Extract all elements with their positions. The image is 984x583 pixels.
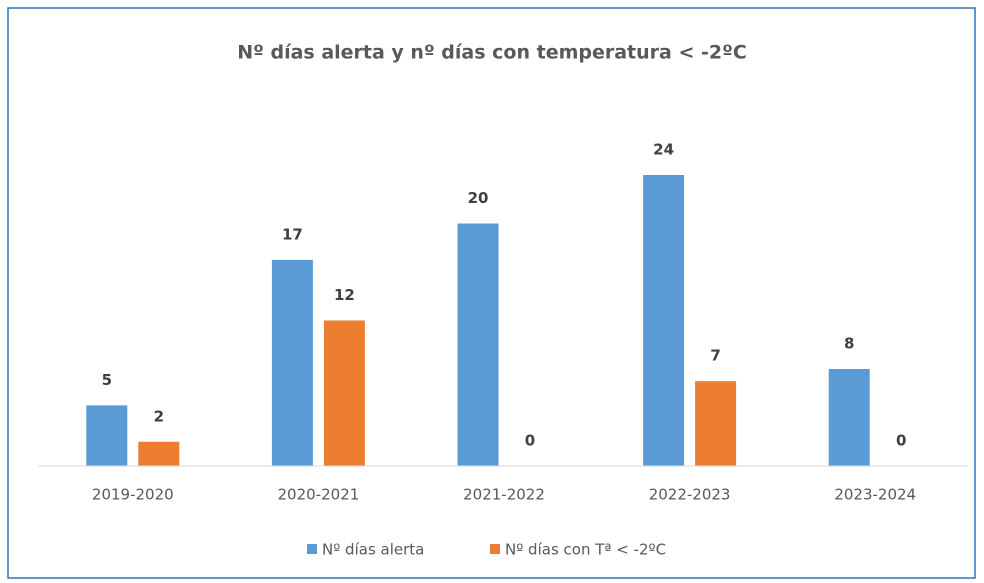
bar — [86, 405, 128, 466]
data-label: 7 — [710, 347, 720, 365]
x-tick-label: 2021-2022 — [463, 486, 545, 504]
x-tick-label: 2023-2024 — [834, 486, 916, 504]
legend-swatch — [307, 544, 317, 554]
data-label: 20 — [468, 189, 489, 207]
legend-label: Nº días con Tª < -2ºC — [505, 541, 666, 559]
bar — [828, 369, 870, 466]
data-label: 0 — [525, 432, 535, 450]
data-label: 5 — [102, 371, 112, 389]
data-label: 17 — [282, 225, 303, 243]
data-label: 2 — [154, 407, 164, 425]
data-label: 12 — [334, 286, 355, 304]
bar — [323, 320, 365, 466]
data-label: 8 — [844, 335, 854, 353]
bar — [138, 441, 180, 466]
x-tick-label: 2019-2020 — [92, 486, 174, 504]
data-label: 24 — [653, 141, 674, 159]
x-tick-label: 2022-2023 — [649, 486, 731, 504]
bar — [457, 223, 499, 466]
legend-label: Nº días alerta — [322, 541, 424, 559]
bar — [643, 175, 685, 466]
bar — [695, 381, 737, 466]
x-tick-label: 2020-2021 — [278, 486, 360, 504]
bar — [271, 259, 313, 466]
legend-swatch — [490, 544, 500, 554]
chart-title: Nº días alerta y nº días con temperatura… — [237, 42, 747, 64]
data-label: 0 — [896, 432, 906, 450]
